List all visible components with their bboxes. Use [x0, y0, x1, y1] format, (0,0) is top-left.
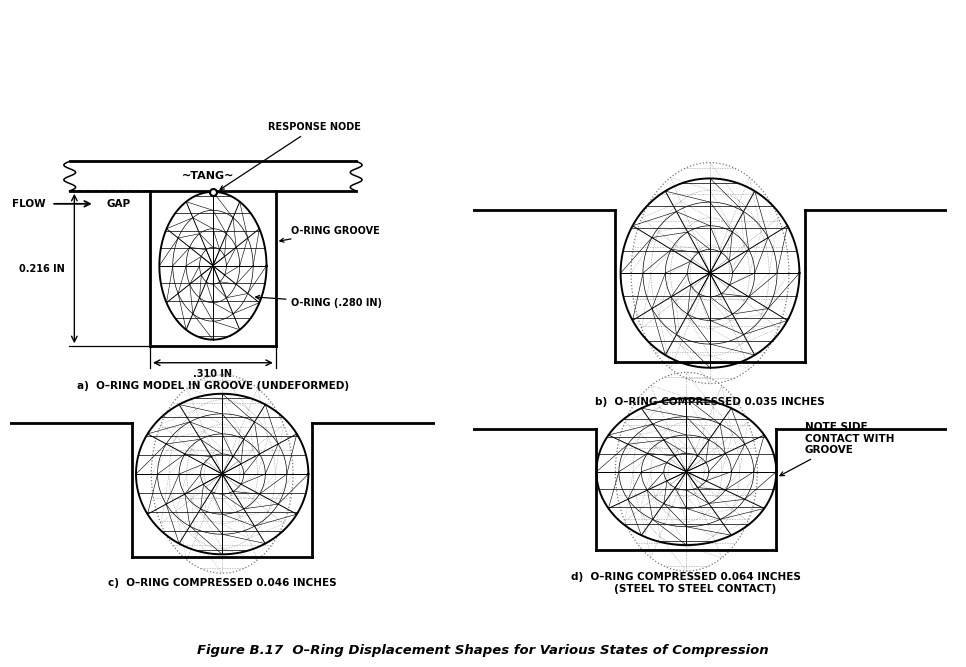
Text: 0.216 IN: 0.216 IN [19, 263, 65, 273]
Text: FLOW: FLOW [12, 199, 45, 209]
Text: RESPONSE NODE: RESPONSE NODE [220, 122, 361, 189]
Text: O-RING GROOVE: O-RING GROOVE [280, 225, 381, 242]
Text: d)  O–RING COMPRESSED 0.064 INCHES
     (STEEL TO STEEL CONTACT): d) O–RING COMPRESSED 0.064 INCHES (STEEL… [572, 572, 801, 594]
Text: ~TANG~: ~TANG~ [183, 171, 235, 181]
Text: O-RING (.280 IN): O-RING (.280 IN) [256, 295, 383, 307]
Text: c)  O–RING COMPRESSED 0.046 INCHES: c) O–RING COMPRESSED 0.046 INCHES [108, 578, 336, 588]
Text: NOTE SIDE
CONTACT WITH
GROOVE: NOTE SIDE CONTACT WITH GROOVE [780, 422, 895, 476]
Text: a)  O–RING MODEL IN GROOVE (UNDEFORMED): a) O–RING MODEL IN GROOVE (UNDEFORMED) [77, 381, 349, 391]
Text: GAP: GAP [106, 199, 130, 209]
Text: Figure B.17  O–Ring Displacement Shapes for Various States of Compression: Figure B.17 O–Ring Displacement Shapes f… [197, 644, 769, 657]
Text: b)  O–RING COMPRESSED 0.035 INCHES: b) O–RING COMPRESSED 0.035 INCHES [595, 397, 825, 407]
Text: .310 IN: .310 IN [193, 370, 233, 380]
